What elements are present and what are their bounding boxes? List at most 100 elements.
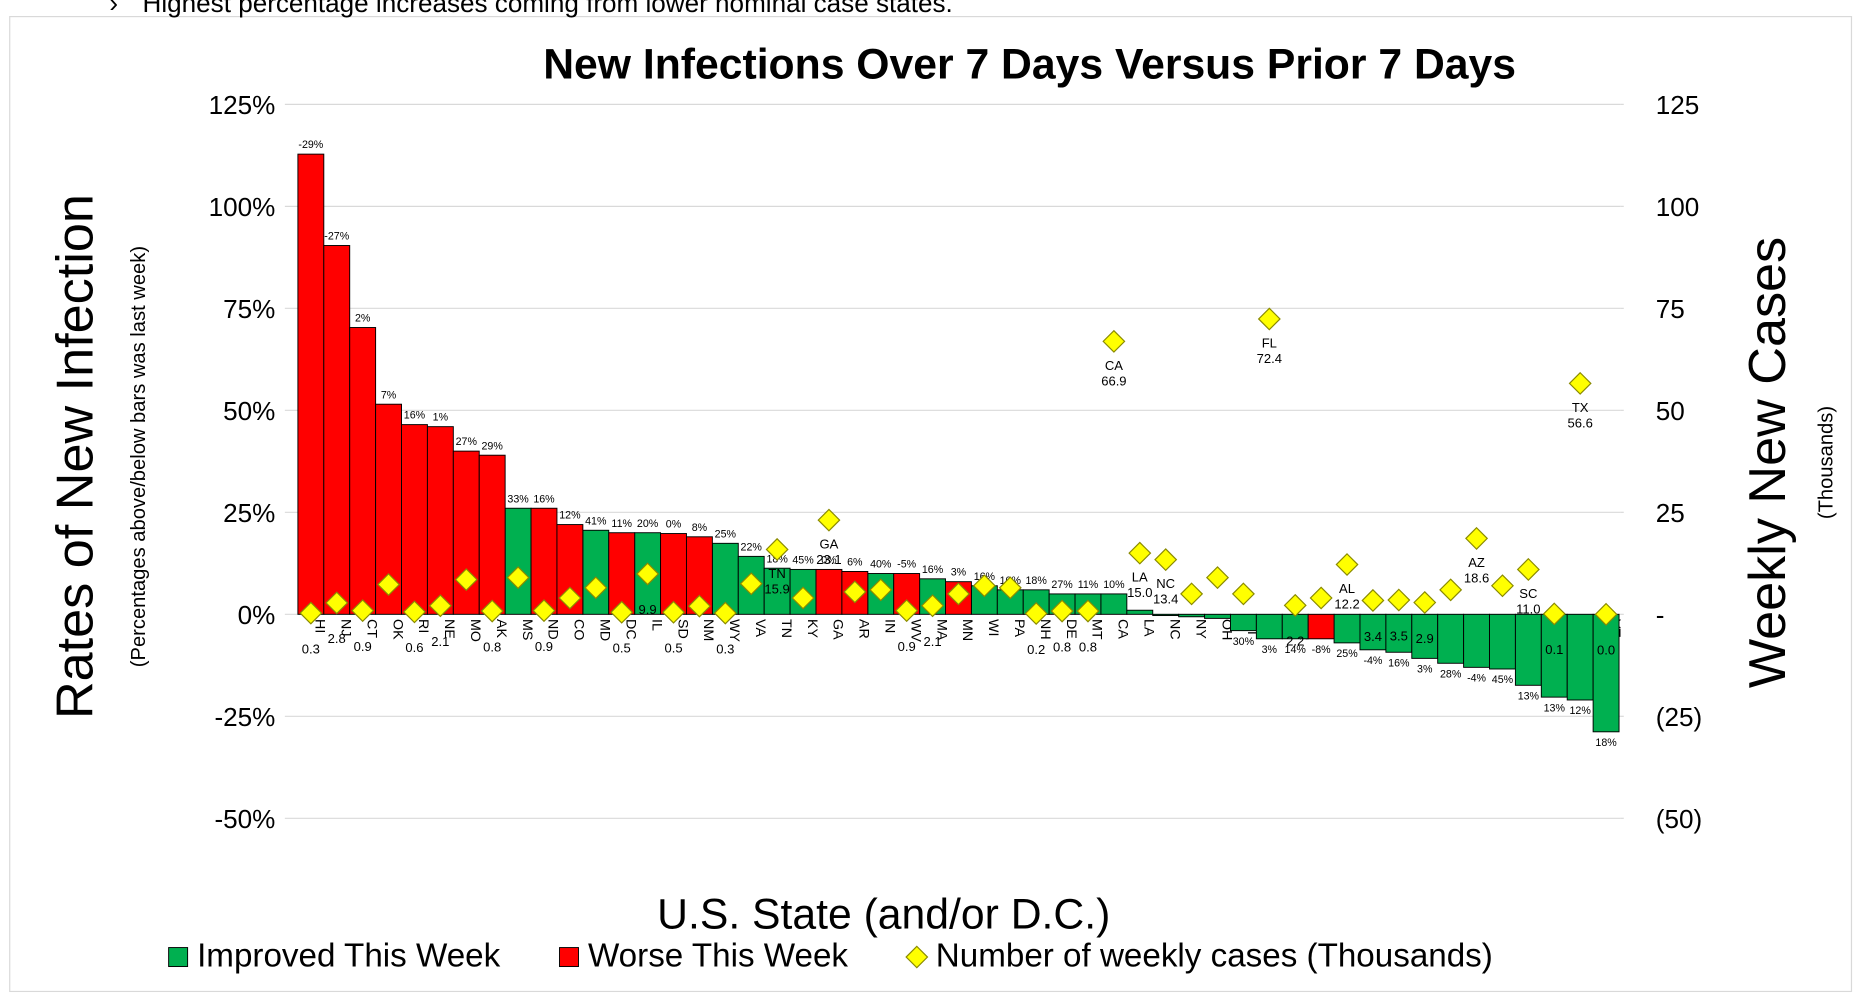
x-tick-label: MA [933, 619, 949, 641]
bar [763, 567, 791, 615]
y-tick-label: -50% [214, 804, 275, 834]
point-value-label: 0.9 [354, 639, 372, 654]
x-tick-label: PA [1011, 619, 1027, 637]
x-tick-label: NE [441, 619, 457, 639]
bar-label: 16% [922, 564, 944, 576]
point-value-label: 0.3 [302, 641, 320, 656]
diamond-marker [636, 562, 660, 586]
x-tick-label: CA [1115, 619, 1131, 639]
bar-label: -4% [1363, 655, 1382, 667]
y2-tick-label: 50 [1656, 396, 1685, 426]
legend-label: Number of weekly cases (Thousands) [936, 938, 1493, 975]
point-value-label: 11.0 [1516, 601, 1540, 616]
diamond-marker [299, 601, 323, 625]
x-tick-label: DC [622, 619, 638, 640]
bar-label: 0% [666, 519, 682, 531]
x-tick-label: LA [1141, 619, 1157, 637]
point-value-label: 12.2 [1334, 596, 1359, 611]
x-tick-label: NC [1166, 619, 1182, 640]
diamond-marker [1361, 588, 1385, 612]
point-category-label: TN [768, 566, 785, 581]
bar [1359, 613, 1387, 651]
bar [1437, 613, 1465, 664]
diamond-marker [946, 582, 970, 606]
diamond-marker [1205, 566, 1230, 590]
y-tick-label: 50% [223, 396, 275, 426]
bar-label: -5% [897, 559, 916, 571]
diamond-marker [1257, 307, 1281, 331]
point-value-label: 0.3 [716, 641, 734, 656]
x-tick-label: WI [985, 619, 1001, 636]
y2-tick-label: 100 [1656, 192, 1700, 222]
bar-label: -29% [298, 139, 323, 151]
point-value-label: 0.6 [405, 640, 423, 655]
bar-label: 12% [1570, 705, 1592, 717]
bar-label: 6% [847, 557, 863, 569]
point-value-label: 15.0 [1127, 585, 1152, 600]
point-value-label: 15.9 [764, 581, 789, 596]
diamond-marker [1413, 590, 1437, 614]
bar-label: 3% [1417, 664, 1433, 676]
diamond-marker [532, 599, 556, 623]
chart-title: New Infections Over 7 Days Versus Prior … [543, 40, 1516, 88]
diamond-marker [1283, 593, 1307, 617]
bar [349, 327, 377, 615]
bar-label: 11% [1078, 579, 1099, 591]
point-category-label: AL [1339, 581, 1355, 596]
diamond-marker [843, 580, 867, 604]
x-tick-label: AK [493, 619, 509, 638]
y-axis-title: Rates of New Infection [47, 194, 105, 719]
legend-marker [905, 945, 929, 969]
diamond-marker [1490, 574, 1514, 598]
diamond-marker [1568, 371, 1592, 395]
diamond-marker [1128, 541, 1152, 565]
x-tick-label: NM [700, 619, 716, 641]
point-category-label: SC [1519, 586, 1537, 601]
bar-label: 41% [585, 515, 607, 527]
diamond-marker [1594, 602, 1618, 626]
y-tick-label: 0% [238, 600, 276, 630]
diamond-marker [895, 599, 919, 623]
y-axis-subtitle: (Percentages above/below bars was last w… [128, 246, 150, 667]
bar-label: 27% [456, 436, 478, 448]
x-tick-label: IL [648, 619, 664, 631]
point-value-label: 66.9 [1101, 373, 1126, 388]
bar [1255, 613, 1283, 640]
bar [582, 529, 610, 615]
bar-label: 13% [1544, 702, 1566, 714]
bar-label: 28% [1440, 669, 1462, 681]
diamond-marker [1542, 602, 1566, 626]
diamond-marker [1516, 557, 1540, 581]
bar-label: 1% [433, 412, 449, 424]
bar-label: 18% [1595, 737, 1617, 749]
bar-label: 8% [692, 522, 708, 534]
x-tick-label: NH [1037, 619, 1053, 640]
diamond-marker [1465, 526, 1489, 550]
y-tick-label: 100% [209, 192, 276, 222]
point-category-label: CA [1105, 358, 1123, 373]
diamond-marker [610, 600, 634, 624]
point-value-label: 2.8 [328, 631, 346, 646]
bar-label: 16% [404, 410, 426, 422]
bar-label: 25% [715, 528, 737, 540]
bar-label: 14% [1285, 644, 1307, 656]
diamond-marker [739, 572, 763, 596]
point-value-label: 3.5 [1390, 628, 1408, 643]
point-value-label: 2.1 [923, 634, 941, 649]
bar-label: 20% [637, 518, 659, 530]
y2-tick-label: 75 [1656, 294, 1685, 324]
x-tick-label: DE [1063, 619, 1079, 639]
diamond-marker [791, 586, 815, 610]
x-tick-label: AR [856, 619, 872, 639]
bar-label: 12% [559, 510, 581, 522]
bar [1540, 613, 1568, 698]
bar-label: 22% [741, 541, 763, 553]
diamond-marker [921, 594, 945, 618]
point-value-label: 2.9 [1416, 631, 1434, 646]
point-value-label: 0.9 [898, 639, 916, 654]
x-tick-label: HI [312, 619, 328, 633]
diamond-marker [869, 578, 893, 602]
diamond-marker [1387, 588, 1411, 612]
point-value-label: 0.0 [1597, 643, 1615, 658]
point-value-label: 0.8 [1053, 639, 1071, 654]
